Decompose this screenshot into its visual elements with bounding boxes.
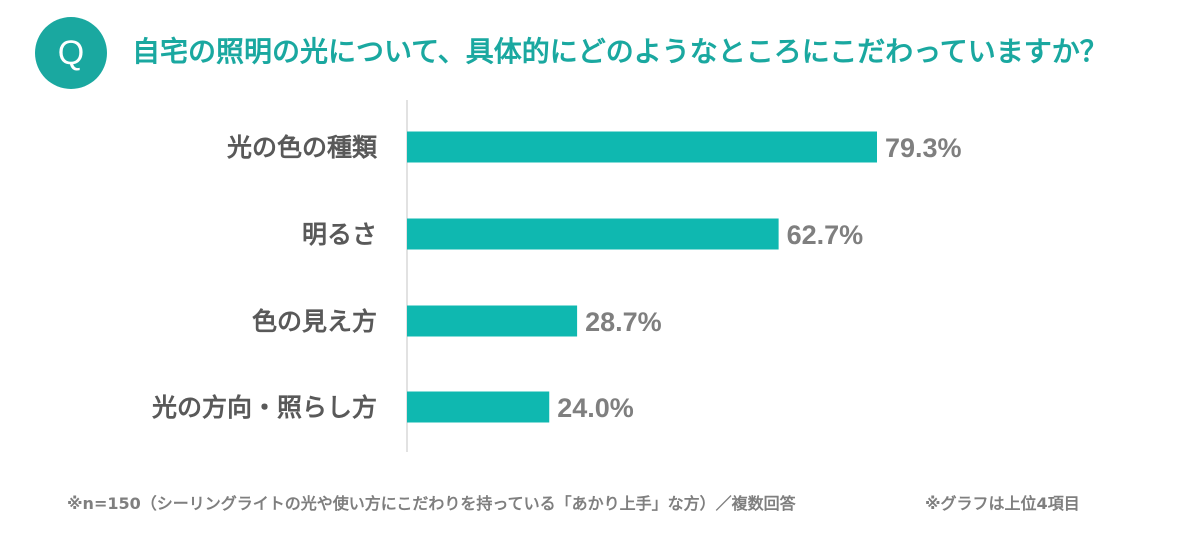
value-label-3: 24.0% — [557, 393, 634, 423]
bar-2 — [407, 305, 578, 337]
bar-chart: 光の色の種類 79.3% 明るさ 62.7% 色の見え方 28.7% 光の方向・照らし方 24… — [151, 100, 962, 452]
footnote-note: ※グラフは上位4項目 — [925, 494, 1080, 513]
category-label-2: 色の見え方 — [252, 307, 377, 336]
footnote-sample: ※n=150（シーリングライトの光や使い方にこだわりを持っている「あかり上手」な… — [67, 494, 796, 513]
category-label-3: 光の方向・照らし方 — [151, 393, 377, 422]
bar-0 — [407, 131, 877, 163]
question-title: 自宅の照明の光について、具体的にどのようなところにこだわっていますか？ — [132, 35, 1108, 68]
category-label-0: 光の色の種類 — [226, 133, 378, 162]
value-label-1: 62.7% — [787, 220, 864, 250]
category-label-1: 明るさ — [302, 220, 377, 249]
value-label-0: 79.3% — [885, 133, 962, 163]
question-badge: Q — [35, 17, 107, 89]
chart-marks: 光の色の種類 79.3% 明るさ 62.7% 色の見え方 28.7% 光の方向・照らし方 24… — [151, 131, 962, 423]
bar-1 — [407, 218, 779, 250]
value-label-2: 28.7% — [585, 307, 662, 337]
bar-3 — [407, 391, 550, 423]
